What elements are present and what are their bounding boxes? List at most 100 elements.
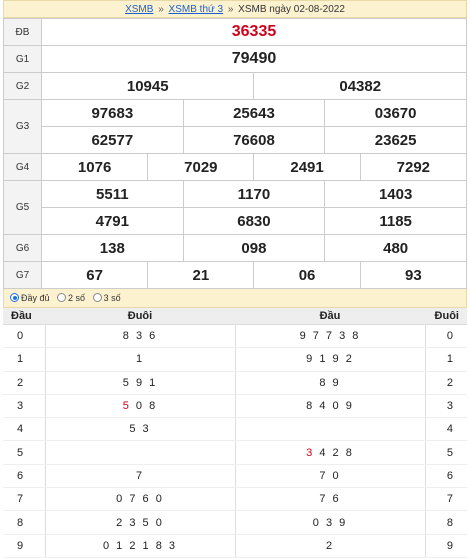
loto-row: 6 7 7 0 6 <box>3 464 467 489</box>
loto-dau-list: 0 3 9 <box>234 510 426 535</box>
breadcrumb-link-weekday[interactable]: XSMB thứ 3 <box>168 4 224 15</box>
radio-icon[interactable] <box>57 293 67 302</box>
prize-row-g5: G5 5511 1170 1403 <box>3 180 467 235</box>
prize-label: G5 <box>3 180 42 235</box>
loto-dau: 4 <box>3 417 45 442</box>
loto-dau-list: 8 9 <box>234 371 426 395</box>
prize-number: 1185 <box>324 207 467 235</box>
prize-number: 4791 <box>41 207 184 235</box>
loto-row: 1 1 9 1 9 2 1 <box>3 347 467 372</box>
option-2-digits[interactable]: 2 số <box>57 289 85 307</box>
loto-dau-list: 2 <box>234 534 426 558</box>
loto-header: Đầu Đuôi Đầu Đuôi <box>3 308 467 325</box>
prize-label: G6 <box>3 234 42 262</box>
loto-duoi-right: 7 <box>425 487 467 512</box>
loto-duoi: 0 1 2 1 8 3 <box>44 534 236 558</box>
loto-duoi: 5 9 1 <box>44 371 236 395</box>
loto-dau-list: 9 1 9 2 <box>234 347 426 372</box>
prize-label: G2 <box>3 72 42 100</box>
loto-row: 5 3 4 2 8 5 <box>3 440 467 465</box>
loto-values: 0 8 <box>130 400 158 413</box>
prize-row-g7: G7 67 21 06 93 <box>3 261 468 289</box>
loto-values: 8 3 6 <box>122 330 158 343</box>
prize-number: 79490 <box>41 45 467 73</box>
loto-dau: 6 <box>3 464 45 489</box>
prize-number: 06 <box>253 261 361 289</box>
loto-values: 8 4 0 9 <box>306 400 354 413</box>
prize-number: 2491 <box>253 153 361 181</box>
prize-number: 7292 <box>359 153 468 181</box>
prize-label: G1 <box>3 45 42 73</box>
display-options: Đầy đủ 2 số 3 số <box>3 289 467 308</box>
loto-values: 1 <box>135 353 145 366</box>
loto-duoi-right: 4 <box>425 417 467 442</box>
prize-row-g5-b: 4791 6830 1185 <box>4 207 467 235</box>
loto-duoi: 2 3 5 0 <box>44 510 236 535</box>
loto-duoi-right: 5 <box>425 440 467 465</box>
prize-number: 138 <box>41 234 184 262</box>
loto-values: 0 1 2 1 8 3 <box>103 539 177 552</box>
prize-row-db: ĐB 36335 <box>3 18 467 46</box>
loto-values: 5 3 <box>129 423 151 436</box>
loto-values: 7 0 <box>319 469 341 482</box>
option-label: 2 số <box>68 293 86 303</box>
prize-row-g6: G6 138 098 480 <box>3 234 467 262</box>
prize-row-g2: G2 10945 04382 <box>3 72 467 100</box>
loto-duoi-right: 0 <box>425 324 467 349</box>
prize-number: 7029 <box>147 153 255 181</box>
loto-values: 9 1 9 2 <box>306 353 354 366</box>
breadcrumb-link-xsmb[interactable]: XSMB <box>125 4 154 15</box>
loto-duoi-right: 9 <box>425 534 467 558</box>
radio-selected-icon[interactable] <box>10 293 19 302</box>
loto-row: 0 8 3 6 9 7 7 3 8 0 <box>3 324 467 349</box>
loto-values: 5 9 1 <box>122 376 158 389</box>
loto-duoi: 8 3 6 <box>44 324 236 349</box>
loto-duoi-right: 6 <box>425 464 467 489</box>
loto-highlight: 3 <box>306 446 315 459</box>
option-full[interactable]: Đầy đủ <box>10 289 50 307</box>
prize-number: 098 <box>182 234 326 262</box>
loto-dau-list: 7 6 <box>234 487 426 512</box>
loto-dau: 1 <box>3 347 45 372</box>
prize-number: 6830 <box>182 207 326 235</box>
prize-label: G4 <box>3 153 42 181</box>
loto-dau-list: 8 4 0 9 <box>234 394 426 419</box>
loto-dau-list: 7 0 <box>234 464 426 489</box>
loto-dau: 9 <box>3 534 45 558</box>
prize-row-g3-b: 62577 76608 23625 <box>4 126 467 154</box>
loto-duoi: 7 <box>44 464 236 489</box>
option-3-digits[interactable]: 3 số <box>92 289 121 307</box>
header-duoi: Đuôi <box>45 308 235 325</box>
option-label: Đầy đủ <box>21 293 50 303</box>
breadcrumb-separator: » <box>227 4 234 15</box>
prize-number: 23625 <box>324 126 467 154</box>
loto-values: 0 7 6 0 <box>116 493 164 506</box>
loto-duoi-right: 2 <box>425 371 467 395</box>
prize-number: 25643 <box>182 99 326 127</box>
prize-number: 62577 <box>41 126 184 154</box>
loto-dau: 5 <box>3 440 45 465</box>
loto-dau: 2 <box>3 371 45 395</box>
prize-number: 76608 <box>182 126 326 154</box>
prize-label: ĐB <box>3 18 42 46</box>
loto-dau: 8 <box>3 510 45 535</box>
option-label: 3 số <box>103 293 121 303</box>
prize-row-g3: G3 97683 25643 03670 <box>3 99 467 154</box>
prize-number: 03670 <box>324 99 467 127</box>
prize-number: 97683 <box>41 99 184 127</box>
radio-icon[interactable] <box>92 293 102 302</box>
loto-values: 4 2 8 <box>314 446 354 459</box>
prize-number: 1076 <box>40 153 149 181</box>
prize-label: G7 <box>3 261 42 289</box>
header-dau: Đầu <box>3 308 45 325</box>
loto-values: 8 9 <box>319 376 341 389</box>
loto-duoi-right: 3 <box>425 394 467 419</box>
header-duoi-right: Đuôi <box>425 308 467 325</box>
loto-duoi: 5 3 <box>44 417 236 442</box>
loto-values: 2 3 5 0 <box>116 516 164 529</box>
loto-values: 2 <box>325 539 335 552</box>
breadcrumb: XSMB » XSMB thứ 3 » XSMB ngày 02-08-2022 <box>3 0 467 18</box>
loto-row: 9 0 1 2 1 8 3 2 9 <box>3 534 467 558</box>
loto-duoi <box>44 440 236 465</box>
